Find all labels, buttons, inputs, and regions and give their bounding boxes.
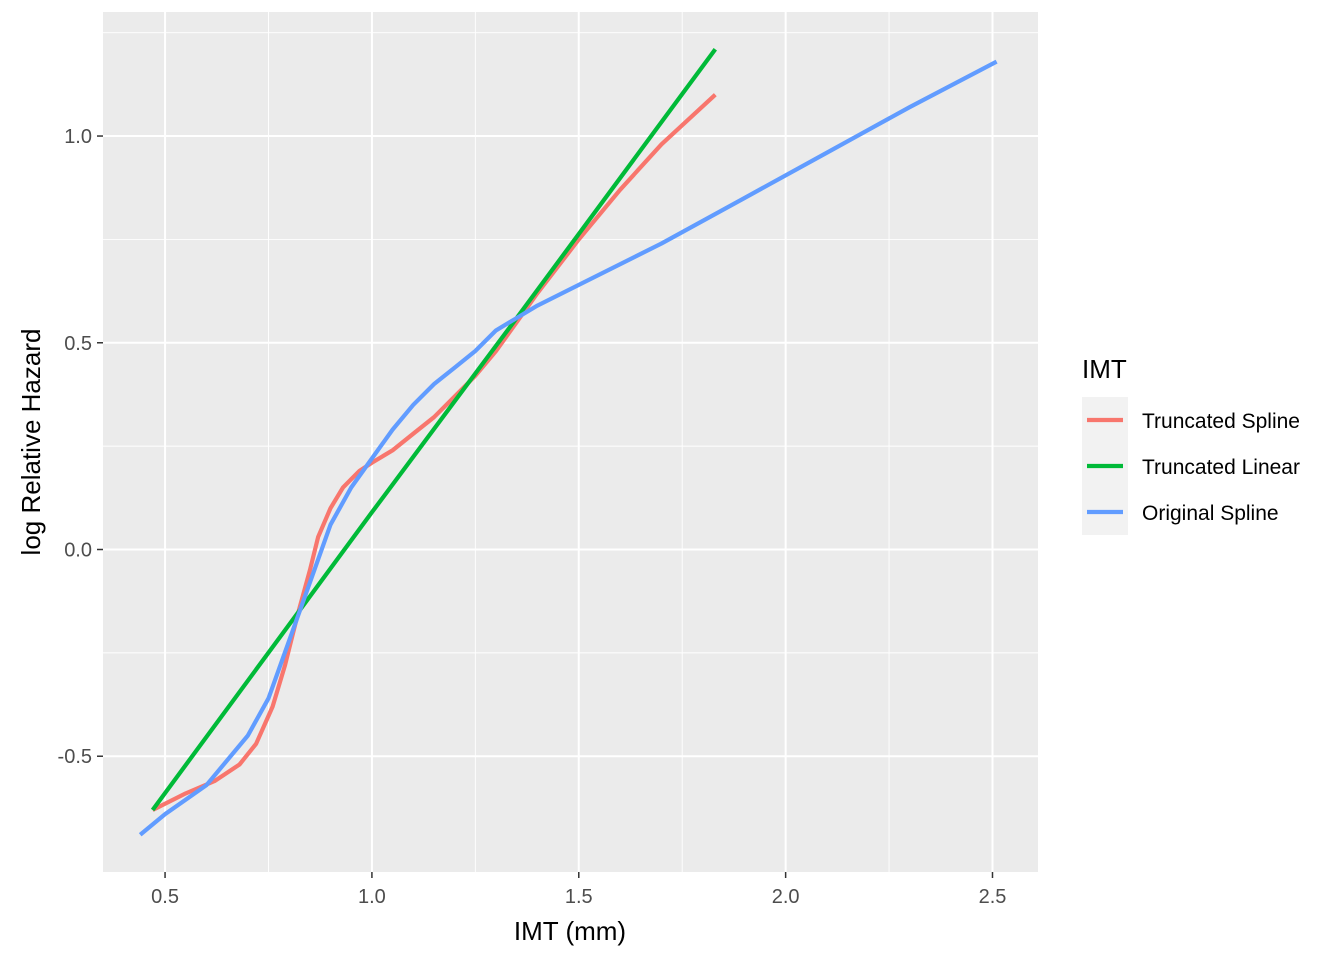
- x-tick-label: 2.0: [772, 886, 800, 908]
- y-tick-label: 0.0: [64, 540, 92, 562]
- series-line-original-spline: [138, 59, 998, 837]
- series-lines: [138, 47, 998, 837]
- x-tick-label: 1.5: [565, 886, 593, 908]
- plot-panel: [103, 12, 1038, 872]
- x-axis-title: IMT (mm): [514, 916, 626, 946]
- legend-title: IMT: [1082, 354, 1127, 384]
- x-tick-label: 1.0: [358, 886, 386, 908]
- x-axis-ticks: 0.5 1.0 1.5 2.0 2.5: [151, 872, 1006, 908]
- major-gridlines: [103, 12, 1038, 872]
- legend-label: Original Spline: [1142, 502, 1279, 525]
- y-axis-title: log Relative Hazard: [16, 329, 46, 556]
- y-tick-label: -0.5: [58, 746, 92, 768]
- legend-label: Truncated Spline: [1142, 410, 1300, 433]
- y-tick-label: 1.0: [64, 126, 92, 148]
- x-tick-label: 0.5: [151, 886, 179, 908]
- y-axis-ticks: -0.5 0.0 0.5 1.0: [58, 126, 103, 768]
- series-line-truncated-linear: [150, 47, 717, 812]
- x-tick-label: 2.5: [979, 886, 1007, 908]
- y-tick-label: 0.5: [64, 333, 92, 355]
- minor-gridlines: [103, 12, 1038, 872]
- legend: IMT Truncated Spline Truncated Linear Orig…: [1082, 354, 1300, 535]
- legend-label: Truncated Linear: [1142, 456, 1300, 479]
- legend-items: Truncated Spline Truncated Linear Original…: [1082, 397, 1300, 535]
